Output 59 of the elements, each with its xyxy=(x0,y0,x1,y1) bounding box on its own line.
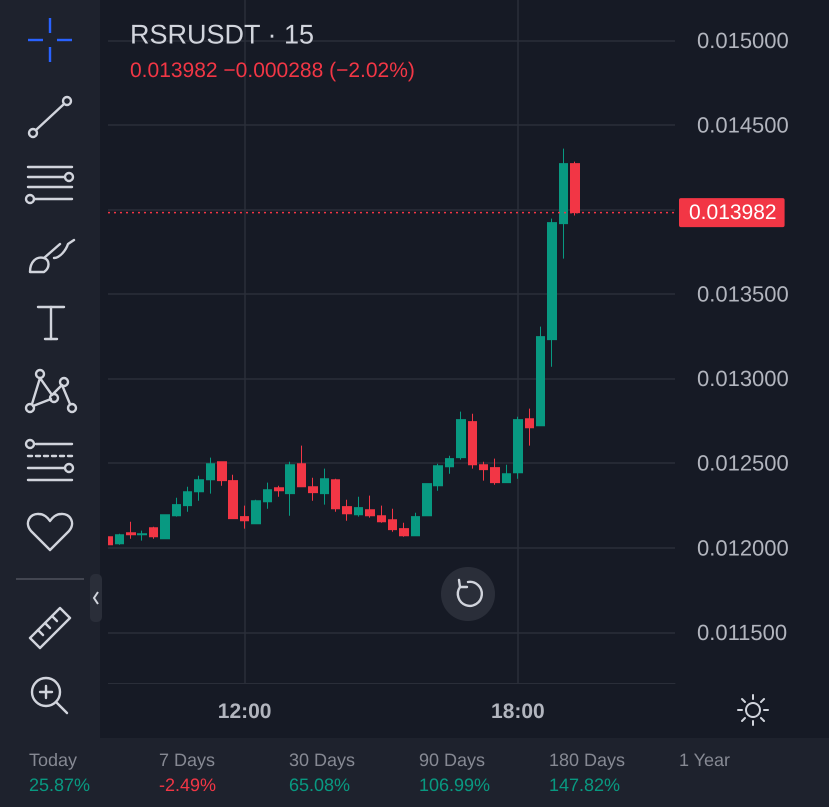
candlestick xyxy=(377,505,386,524)
candlestick xyxy=(206,457,215,494)
ref-line-label: 0.013982 xyxy=(689,201,777,224)
candlestick xyxy=(263,482,272,510)
text: 1 Year xyxy=(679,750,732,771)
text: -2.49% xyxy=(159,775,218,796)
candlestick xyxy=(137,530,147,542)
candlestick xyxy=(354,496,363,518)
candlestick xyxy=(479,461,488,482)
text: 25.87% xyxy=(29,775,92,796)
text: 180 Days xyxy=(549,750,626,771)
y-tick-label: 0.011500 xyxy=(697,620,788,645)
candlestick xyxy=(365,495,375,518)
candlestick xyxy=(194,475,204,502)
text: 147.82% xyxy=(549,775,622,796)
candlestick xyxy=(525,408,534,446)
candlestick xyxy=(502,464,511,484)
text: 0.013982 −0.000288 (−2.02%) xyxy=(130,59,415,82)
text: 106.99% xyxy=(419,775,492,796)
candlestick xyxy=(456,411,466,460)
candlestick xyxy=(115,533,124,546)
candlestick xyxy=(536,326,545,426)
candlestick xyxy=(331,478,340,512)
y-tick-label: 0.013500 xyxy=(697,282,789,307)
y-tick-label: 0.015000 xyxy=(697,28,789,54)
candlestick xyxy=(149,526,158,540)
candlestick xyxy=(468,413,477,470)
candlestick xyxy=(559,148,568,260)
x-tick-label: 12:00 xyxy=(218,700,272,723)
candlestick xyxy=(240,505,249,530)
candlestick xyxy=(513,416,523,480)
y-tick-label: 0.013000 xyxy=(697,366,789,392)
y-tick-label: 0.012000 xyxy=(697,535,789,560)
candlestick xyxy=(320,468,329,506)
text: Today xyxy=(29,750,78,771)
candlestick xyxy=(160,514,170,540)
text: 65.08% xyxy=(289,775,352,796)
candlestick xyxy=(490,458,500,486)
candlestick xyxy=(399,522,409,538)
candlestick xyxy=(547,218,557,368)
candlestick xyxy=(274,485,284,498)
y-tick-label: 0.012500 xyxy=(697,450,789,476)
candlestick xyxy=(126,521,136,540)
x-tick-label: 18:00 xyxy=(491,700,545,723)
y-tick-label: 0.014500 xyxy=(697,112,789,138)
candlestick xyxy=(251,499,261,524)
candlestick xyxy=(388,508,397,532)
candlestick xyxy=(172,497,181,518)
candlestick xyxy=(308,477,318,502)
candlestick xyxy=(285,461,295,516)
text: RSRUSDT · 15 xyxy=(130,20,314,50)
text: 7 Days xyxy=(159,750,216,771)
text: 90 Days xyxy=(419,750,486,771)
candlestick xyxy=(445,455,454,474)
text: 30 Days xyxy=(289,750,356,771)
candlestick xyxy=(297,445,306,488)
candlestick xyxy=(411,512,420,536)
candlestick xyxy=(342,499,352,522)
candlestick xyxy=(183,486,192,512)
